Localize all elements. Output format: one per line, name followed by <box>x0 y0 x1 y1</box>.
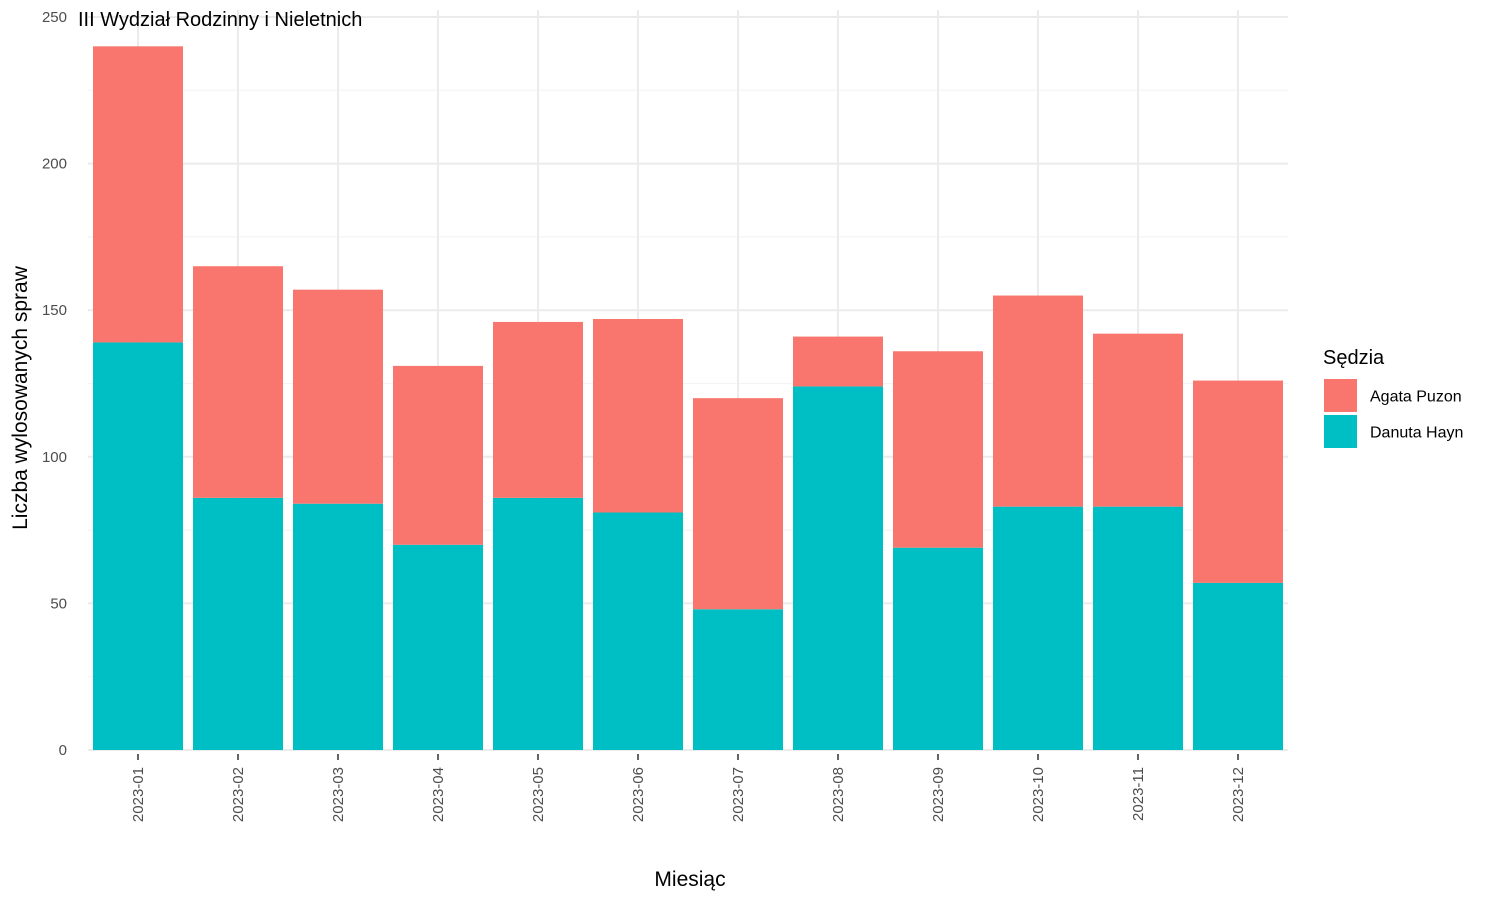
bar-agata-puzon-2023-09 <box>893 351 983 548</box>
legend-key-agata-puzon <box>1324 379 1357 412</box>
legend-title: Sędzia <box>1323 347 1385 369</box>
bar-agata-puzon-2023-02 <box>193 266 283 498</box>
x-axis-title: Miesiąc <box>654 868 725 891</box>
y-tick-label: 0 <box>59 742 67 759</box>
x-tick-label: 2023-06 <box>630 767 647 822</box>
plot-panel <box>88 10 1288 751</box>
bar-agata-puzon-2023-06 <box>593 318 683 513</box>
bar-danuta-hayn-2023-11 <box>1093 506 1183 750</box>
bar-danuta-hayn-2023-09 <box>893 547 983 750</box>
x-tick-label: 2023-11 <box>1130 767 1147 821</box>
bar-agata-puzon-2023-01 <box>93 46 183 343</box>
bar-agata-puzon-2023-10 <box>993 295 1083 507</box>
y-tick-label: 200 <box>42 156 67 173</box>
bar-danuta-hayn-2023-02 <box>193 497 283 750</box>
x-tick-label: 2023-07 <box>730 767 747 822</box>
bar-agata-puzon-2023-03 <box>293 289 383 504</box>
bar-danuta-hayn-2023-07 <box>693 609 783 750</box>
legend-label-agata-puzon: Agata Puzon <box>1370 389 1462 406</box>
x-tick-label: 2023-08 <box>830 767 847 822</box>
bar-agata-puzon-2023-07 <box>693 398 783 610</box>
bar-danuta-hayn-2023-06 <box>593 512 683 750</box>
bar-agata-puzon-2023-04 <box>393 365 483 545</box>
x-tick-label: 2023-04 <box>430 767 447 822</box>
x-axis: 2023-01 2023-02 2023-03 2023-04 2023-05 2023-… <box>130 754 1247 822</box>
y-axis-title: Liczba wylosowanych spraw <box>9 265 32 530</box>
bar-agata-puzon-2023-11 <box>1093 333 1183 507</box>
y-tick-label: 50 <box>50 595 67 612</box>
x-tick-label: 2023-03 <box>330 767 347 822</box>
y-tick-label: 100 <box>42 449 67 466</box>
legend: Sędzia Agata Puzon Danuta Hayn <box>1323 347 1463 448</box>
x-tick-label: 2023-10 <box>1030 767 1047 822</box>
bar-agata-puzon-2023-12 <box>1193 380 1283 583</box>
bar-danuta-hayn-2023-05 <box>493 497 583 750</box>
bar-agata-puzon-2023-05 <box>493 321 583 498</box>
bar-danuta-hayn-2023-08 <box>793 386 883 750</box>
bar-danuta-hayn-2023-04 <box>393 544 483 750</box>
bar-danuta-hayn-2023-10 <box>993 506 1083 750</box>
x-tick-label: 2023-02 <box>230 767 247 822</box>
bar-danuta-hayn-2023-01 <box>93 342 183 750</box>
bars <box>93 46 1283 750</box>
x-tick-label: 2023-12 <box>1230 767 1247 822</box>
x-tick-label: 2023-09 <box>930 767 947 822</box>
legend-key-danuta-hayn <box>1324 415 1357 448</box>
legend-label-danuta-hayn: Danuta Hayn <box>1370 425 1463 442</box>
chart-title: III Wydział Rodzinny i Nieletnich <box>78 9 362 31</box>
bar-agata-puzon-2023-08 <box>793 336 883 387</box>
y-tick-label: 250 <box>42 9 67 26</box>
y-axis: 0 50 100 150 200 250 <box>42 9 67 759</box>
x-tick-label: 2023-01 <box>130 767 147 822</box>
bar-danuta-hayn-2023-12 <box>1193 582 1283 750</box>
x-tick-label: 2023-05 <box>530 767 547 822</box>
bar-danuta-hayn-2023-03 <box>293 503 383 750</box>
y-tick-label: 150 <box>42 302 67 319</box>
